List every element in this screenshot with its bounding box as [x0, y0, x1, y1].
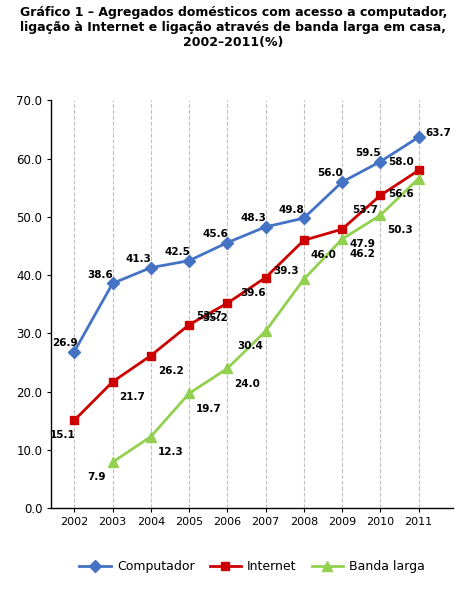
- Text: 41.3: 41.3: [126, 254, 152, 264]
- Text: 35.2: 35.2: [202, 313, 228, 323]
- Internet: [225, 300, 230, 307]
- Text: 39.6: 39.6: [241, 288, 266, 298]
- Text: 50.3: 50.3: [387, 225, 413, 235]
- Text: 38.6: 38.6: [88, 270, 113, 280]
- Text: 47.9: 47.9: [349, 239, 375, 249]
- Legend: Computador, Internet, Banda larga: Computador, Internet, Banda larga: [74, 556, 430, 578]
- Computador: [377, 158, 383, 165]
- Text: 12.3: 12.3: [158, 447, 184, 457]
- Banda larga: [225, 365, 230, 372]
- Banda larga: [186, 390, 192, 397]
- Computador: [301, 215, 307, 222]
- Line: Internet: Internet: [70, 166, 423, 424]
- Text: 15.1: 15.1: [50, 430, 75, 440]
- Computador: [416, 134, 421, 141]
- Computador: [110, 280, 115, 287]
- Banda larga: [148, 433, 154, 440]
- Text: 53.7: 53.7: [353, 206, 378, 216]
- Text: 46.2: 46.2: [349, 249, 375, 259]
- Internet: [148, 352, 154, 359]
- Text: 7.9: 7.9: [88, 472, 106, 482]
- Computador: [71, 348, 77, 355]
- Text: 53.7: 53.7: [196, 311, 222, 321]
- Internet: [186, 322, 192, 329]
- Banda larga: [339, 236, 345, 243]
- Text: Gráfico 1 – Agregados domésticos com acesso a computador,
ligação à Internet e l: Gráfico 1 – Agregados domésticos com ace…: [20, 6, 447, 49]
- Text: 24.0: 24.0: [234, 378, 260, 388]
- Text: 26.2: 26.2: [158, 366, 184, 376]
- Banda larga: [263, 327, 269, 335]
- Text: 19.7: 19.7: [196, 404, 222, 414]
- Text: 56.0: 56.0: [317, 168, 343, 178]
- Internet: [71, 417, 77, 424]
- Computador: [225, 239, 230, 246]
- Banda larga: [301, 276, 307, 283]
- Text: 45.6: 45.6: [202, 229, 228, 239]
- Text: 39.3: 39.3: [273, 266, 299, 276]
- Internet: [263, 274, 269, 281]
- Banda larga: [377, 212, 383, 219]
- Internet: [416, 167, 421, 174]
- Text: 59.5: 59.5: [355, 148, 381, 158]
- Text: 48.3: 48.3: [241, 213, 267, 223]
- Internet: [301, 237, 307, 244]
- Internet: [377, 192, 383, 199]
- Text: 42.5: 42.5: [164, 247, 190, 257]
- Text: 49.8: 49.8: [279, 204, 304, 215]
- Internet: [339, 226, 345, 233]
- Computador: [263, 223, 269, 230]
- Banda larga: [110, 459, 115, 466]
- Text: 26.9: 26.9: [52, 338, 78, 348]
- Text: 56.6: 56.6: [388, 189, 414, 199]
- Text: 30.4: 30.4: [238, 341, 264, 351]
- Computador: [339, 178, 345, 186]
- Line: Banda larga: Banda larga: [108, 174, 424, 467]
- Banda larga: [416, 175, 421, 182]
- Text: 21.7: 21.7: [120, 392, 145, 402]
- Internet: [110, 378, 115, 385]
- Computador: [186, 257, 192, 264]
- Line: Computador: Computador: [70, 133, 423, 356]
- Computador: [148, 264, 154, 271]
- Text: 58.0: 58.0: [388, 157, 414, 167]
- Text: 46.0: 46.0: [311, 251, 337, 261]
- Text: 63.7: 63.7: [425, 128, 452, 138]
